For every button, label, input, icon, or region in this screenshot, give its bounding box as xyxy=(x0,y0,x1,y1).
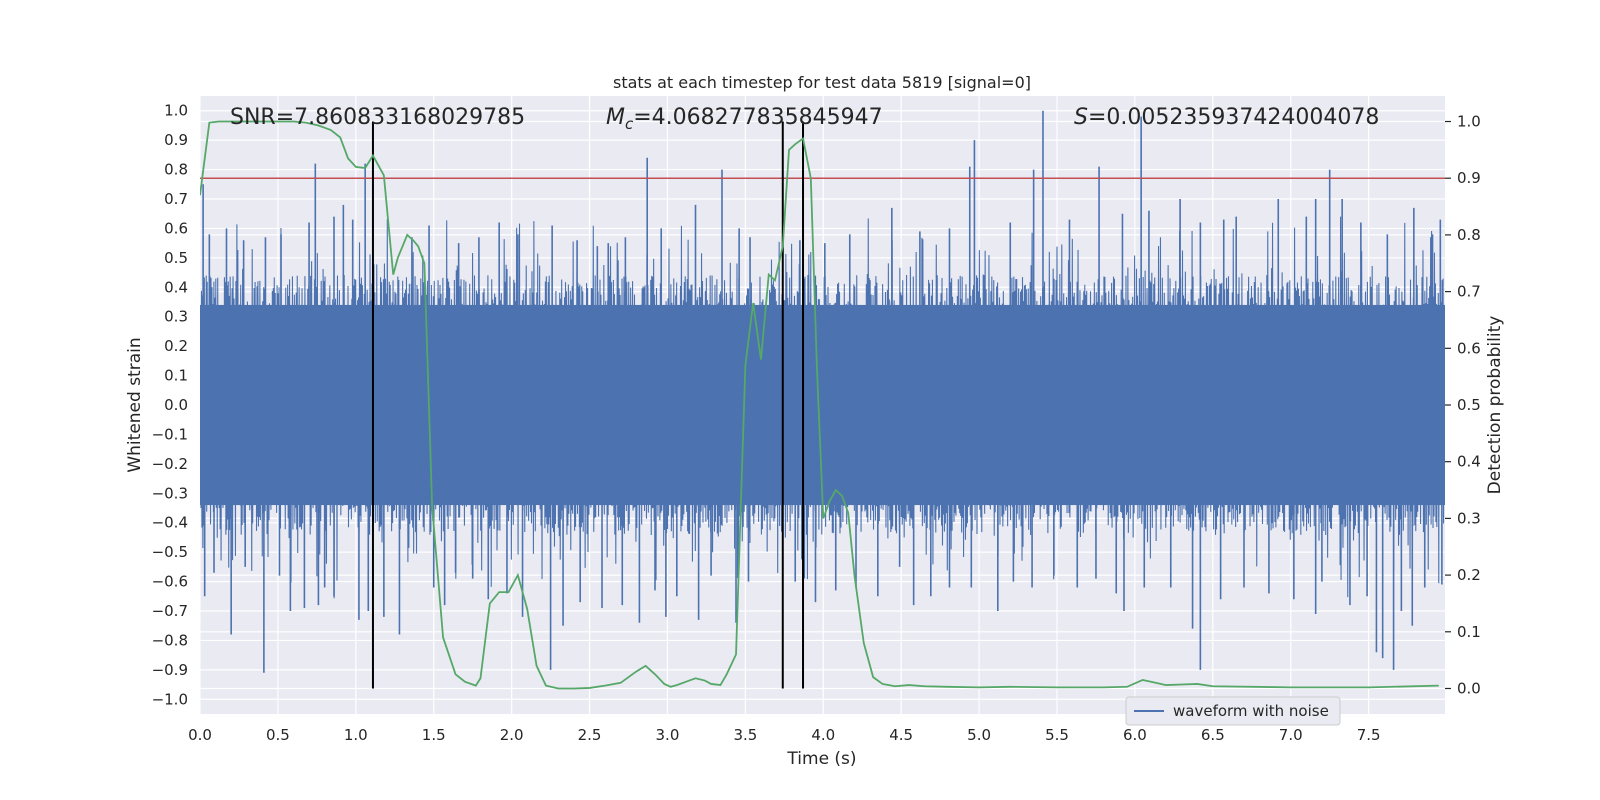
legend: waveform with noise xyxy=(1125,696,1341,726)
y-left-tick-label: −0.9 xyxy=(152,661,188,679)
x-tick-label: 7.5 xyxy=(1357,726,1381,744)
y-axis-left-ticks: 1.0 0.9 0.8 0.7 0.6 0.5 0.4 0.3 0.2 0.1 0.0 −0.1 −0.… xyxy=(152,102,188,709)
waveform-dense-band xyxy=(200,304,1445,506)
y-right-tick-label: 0.8 xyxy=(1457,226,1481,244)
x-tick-label: 5.0 xyxy=(967,726,991,744)
y-left-tick-label: −0.3 xyxy=(152,484,188,502)
chirp-mass-value: =4.068277835845947 xyxy=(633,105,882,130)
x-tick-label: 4.5 xyxy=(889,726,913,744)
y-left-tick-label: −0.5 xyxy=(152,543,188,561)
x-tick-label: 6.0 xyxy=(1123,726,1147,744)
x-tick-label: 2.5 xyxy=(578,726,602,744)
y-left-tick-label: 0.8 xyxy=(164,161,188,179)
y-right-tick-label: 0.0 xyxy=(1457,679,1481,697)
chirp-mass-subscript: c xyxy=(625,115,634,133)
y-left-tick-label: 0.7 xyxy=(164,190,188,208)
chirp-mass-symbol: M xyxy=(606,105,625,130)
y-left-tick-label: 0.4 xyxy=(164,278,188,296)
y-left-tick-label: 0.0 xyxy=(164,396,188,414)
y-left-tick-label: −0.4 xyxy=(152,514,188,532)
y-axis-right-ticks: 1.0 0.9 0.8 0.7 0.6 0.5 0.4 0.3 0.2 0.1 0.0 xyxy=(1445,113,1481,697)
x-axis-ticks: 0.0 0.5 1.0 1.5 2.0 2.5 3.0 3.5 4.0 4.5 5.0 5.5 6.0 6… xyxy=(188,726,1381,744)
y-left-tick-label: −0.8 xyxy=(152,631,188,649)
x-tick-label: 0.5 xyxy=(266,726,290,744)
x-tick-label: 6.5 xyxy=(1201,726,1225,744)
x-tick-label: 3.5 xyxy=(733,726,757,744)
y-right-tick-label: 0.1 xyxy=(1457,623,1481,641)
y-left-tick-label: 0.6 xyxy=(164,219,188,237)
chart-title: stats at each timestep for test data 581… xyxy=(613,73,1031,92)
x-tick-label: 1.5 xyxy=(422,726,446,744)
y-left-tick-label: 0.2 xyxy=(164,337,188,355)
y-left-tick-label: −0.7 xyxy=(152,602,188,620)
y-left-tick-label: 0.1 xyxy=(164,367,188,385)
x-axis-label: Time (s) xyxy=(786,749,856,769)
probability-line xyxy=(200,120,1439,690)
y-left-tick-label: 1.0 xyxy=(164,102,188,120)
chirp-mass-annotation: Mc=4.068277835845947 xyxy=(606,105,883,133)
y-right-tick-label: 0.4 xyxy=(1457,453,1481,471)
y-left-tick-label: −0.2 xyxy=(152,455,188,473)
legend-box xyxy=(1125,696,1341,726)
x-tick-label: 0.0 xyxy=(188,726,212,744)
y-right-tick-label: 0.5 xyxy=(1457,396,1481,414)
s-symbol: S xyxy=(1074,105,1088,130)
y-left-tick-label: −0.1 xyxy=(152,425,188,443)
x-tick-label: 2.0 xyxy=(500,726,524,744)
y-right-tick-label: 0.3 xyxy=(1457,509,1481,527)
waveform-series xyxy=(200,110,1445,673)
x-tick-label: 3.0 xyxy=(656,726,680,744)
y-left-tick-label: −1.0 xyxy=(152,690,188,708)
s-annotation: S=0.005235937424004078 xyxy=(1074,105,1379,130)
y-axis-left-label: Whitened strain xyxy=(125,337,145,472)
y-right-tick-label: 0.7 xyxy=(1457,283,1481,301)
y-left-tick-label: 0.3 xyxy=(164,308,188,326)
probability-series xyxy=(200,120,1439,690)
x-tick-label: 4.0 xyxy=(811,726,835,744)
y-axis-right-label: Detection probability xyxy=(1485,316,1505,495)
x-tick-label: 7.0 xyxy=(1279,726,1303,744)
y-right-tick-label: 0.2 xyxy=(1457,566,1481,584)
snr-annotation: SNR=7.860833168029785 xyxy=(230,105,525,130)
s-value: =0.005235937424004078 xyxy=(1088,105,1379,130)
y-left-tick-label: −0.6 xyxy=(152,573,188,591)
legend-label-waveform: waveform with noise xyxy=(1173,702,1329,720)
y-left-tick-label: 0.9 xyxy=(164,131,188,149)
y-right-tick-label: 0.9 xyxy=(1457,169,1481,187)
x-tick-label: 1.0 xyxy=(344,726,368,744)
y-right-tick-label: 1.0 xyxy=(1457,113,1481,131)
y-left-tick-label: 0.5 xyxy=(164,249,188,267)
x-tick-label: 5.5 xyxy=(1045,726,1069,744)
marker-lines xyxy=(371,121,805,689)
y-right-tick-label: 0.6 xyxy=(1457,339,1481,357)
